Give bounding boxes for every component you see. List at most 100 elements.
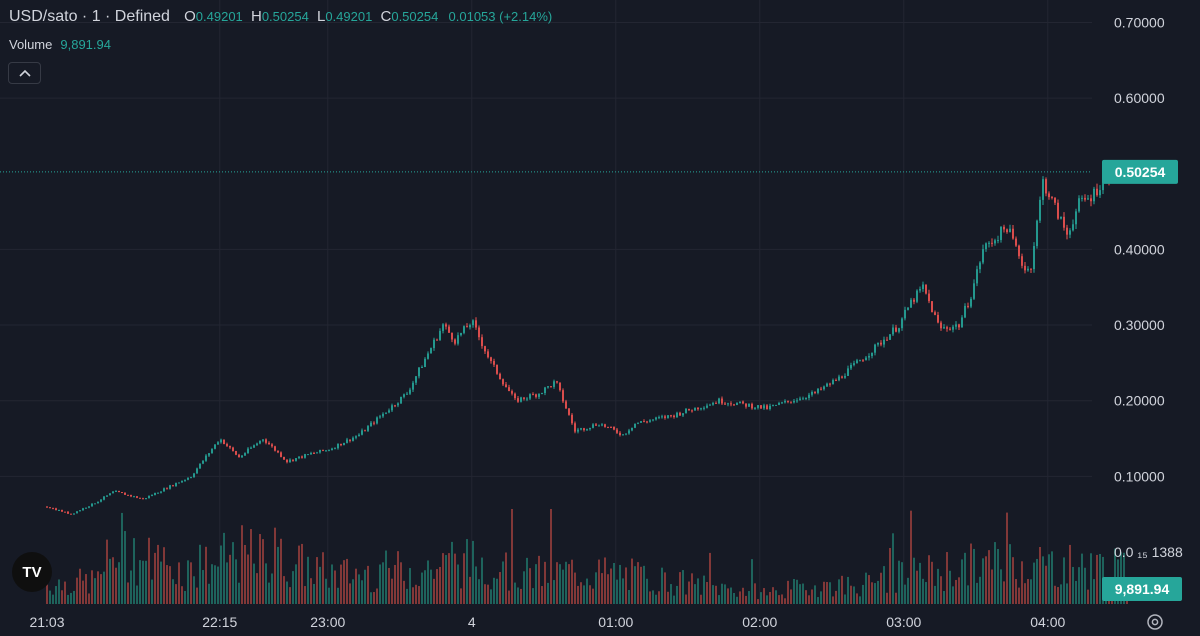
- candle-body: [388, 410, 390, 413]
- candle-body: [988, 242, 990, 244]
- candle-body: [133, 496, 135, 498]
- candle-body: [703, 407, 705, 409]
- volume-label: Volume: [9, 37, 53, 52]
- volume-bar: [610, 568, 612, 604]
- candle-body: [304, 454, 306, 458]
- volume-bar: [325, 578, 327, 604]
- candle-body: [430, 348, 432, 354]
- volume-bar: [1069, 544, 1071, 604]
- volume-bar: [79, 568, 81, 604]
- volume-bar: [562, 569, 564, 604]
- volume-bar: [64, 581, 66, 604]
- candle-body: [457, 335, 459, 344]
- candle-body: [127, 494, 129, 496]
- volume-bar: [1075, 580, 1077, 604]
- volume-bar: [772, 587, 774, 604]
- volume-bar: [985, 556, 987, 604]
- candle-body: [301, 456, 303, 458]
- volume-bar: [523, 571, 525, 604]
- candle-body: [253, 445, 255, 448]
- volume-bar: [895, 592, 897, 604]
- volume-bar: [937, 568, 939, 604]
- volume-bar: [1009, 544, 1011, 604]
- candle-body: [79, 510, 81, 512]
- volume-bar: [409, 568, 411, 604]
- candle-body: [967, 305, 969, 307]
- volume-bar: [1087, 589, 1089, 604]
- candle-body: [1030, 268, 1032, 270]
- candle-body: [982, 249, 984, 263]
- volume-bar: [403, 580, 405, 604]
- volume-bar: [670, 584, 672, 604]
- volume-bar: [724, 584, 726, 604]
- chevron-up-icon: [18, 69, 31, 77]
- volume-bar: [307, 556, 309, 604]
- candle-body: [1060, 216, 1062, 219]
- volume-bar: [850, 585, 852, 604]
- volume-bar: [961, 559, 963, 604]
- collapse-legend-button[interactable]: [8, 62, 41, 84]
- candle-body: [616, 429, 618, 433]
- candle-body: [421, 366, 423, 368]
- candle-body: [952, 326, 954, 330]
- candle-body: [298, 456, 300, 459]
- volume-bar: [226, 562, 228, 604]
- volume-bar: [568, 564, 570, 604]
- candle-body: [1033, 246, 1035, 270]
- candle-body: [748, 403, 750, 407]
- candle-body: [391, 405, 393, 411]
- gear-icon[interactable]: [1145, 612, 1165, 632]
- low-label: L: [316, 8, 326, 25]
- tradingview-logo[interactable]: TV: [12, 552, 52, 592]
- volume-bar: [715, 585, 717, 604]
- candle-body: [1084, 197, 1086, 200]
- candle-body: [349, 439, 351, 441]
- candle-body: [475, 320, 477, 328]
- volume-bar: [415, 584, 417, 604]
- candle-body: [733, 404, 735, 406]
- volume-bar: [583, 585, 585, 604]
- volume-bar: [391, 578, 393, 604]
- candle-body: [667, 415, 669, 418]
- candle-body: [715, 402, 717, 404]
- volume-bar: [769, 592, 771, 604]
- candle-body: [877, 342, 879, 345]
- volume-bar: [943, 591, 945, 604]
- volume-bar: [754, 583, 756, 604]
- volume-bar: [952, 586, 954, 604]
- volume-bar: [538, 555, 540, 604]
- candle-body: [526, 398, 528, 400]
- volume-bar: [406, 588, 408, 604]
- volume-bar: [331, 564, 333, 604]
- close-label: C: [380, 8, 392, 25]
- candle-body: [343, 442, 345, 446]
- volume-bar: [991, 569, 993, 604]
- x-tick-label: 02:00: [742, 614, 777, 630]
- volume-bar: [664, 572, 666, 604]
- volume-bar: [1003, 581, 1005, 604]
- volume-bar: [145, 560, 147, 604]
- candle-body: [1063, 216, 1065, 228]
- volume-bar: [352, 579, 354, 604]
- candle-body: [661, 416, 663, 418]
- candle-body: [1045, 179, 1047, 194]
- candle-body: [844, 375, 846, 378]
- symbol-title[interactable]: USD/sato · 1 · Defined: [9, 8, 170, 25]
- candle-body: [382, 413, 384, 417]
- volume-bar: [502, 561, 504, 604]
- candle-body: [895, 327, 897, 332]
- candle-body: [76, 511, 78, 514]
- candle-body: [412, 382, 414, 390]
- change-value: 0.01053 (+2.14%): [448, 9, 553, 24]
- candle-body: [385, 412, 387, 414]
- candle-body: [1018, 245, 1020, 257]
- candle-body: [424, 358, 426, 367]
- volume-bar: [382, 562, 384, 604]
- candle-body: [994, 240, 996, 244]
- candle-body: [460, 332, 462, 336]
- candle-body: [1012, 228, 1014, 239]
- volume-bar: [595, 572, 597, 604]
- volume-bar: [394, 564, 396, 604]
- volume-bar: [475, 566, 477, 604]
